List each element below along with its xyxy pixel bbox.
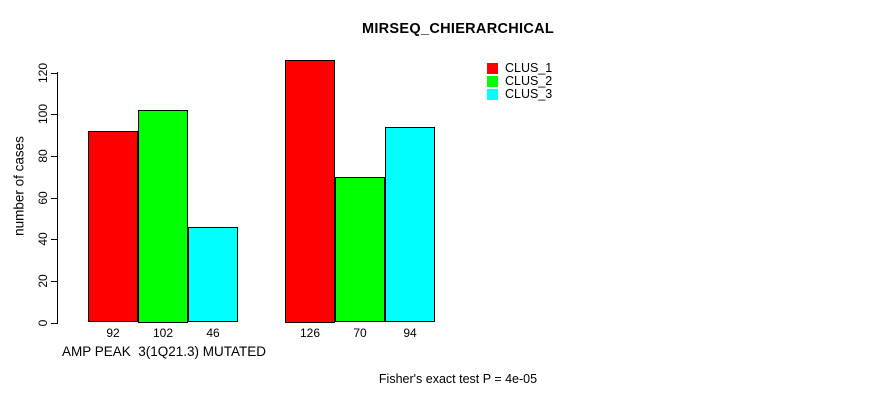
bar-value-label: 126 (299, 326, 321, 340)
bar-value-label: 46 (206, 326, 220, 340)
legend-swatch-icon (487, 63, 498, 74)
bar-value-label: 94 (403, 326, 417, 340)
bar-clus_1-group1 (88, 130, 138, 323)
bar-clus_3-group2 (385, 126, 435, 323)
y-tick-label: 60 (36, 190, 50, 205)
y-tick-label: 100 (36, 104, 50, 125)
bar-value-label: 102 (152, 326, 174, 340)
legend-row-clus_3: CLUS_3 (487, 87, 553, 101)
legend-row-clus_1: CLUS_1 (487, 61, 553, 75)
legend-swatch-icon (487, 89, 498, 100)
legend-swatch-icon (487, 76, 498, 87)
bar-value-label: 92 (106, 326, 120, 340)
legend-row-clus_2: CLUS_2 (487, 74, 553, 88)
y-tick (51, 197, 58, 199)
y-tick (51, 114, 58, 116)
legend-label: CLUS_3 (505, 87, 553, 101)
bar-clus_2-group1 (138, 110, 188, 323)
y-tick-label: 120 (36, 62, 50, 83)
bar-clus_2-group2 (335, 176, 385, 323)
y-tick-label: 40 (36, 232, 50, 246)
stat-annotation: Fisher's exact test P = 4e-05 (378, 372, 538, 386)
chart-title: MIRSEQ_CHIERARCHICAL (361, 21, 555, 37)
y-tick (51, 239, 58, 241)
legend: CLUS_1 CLUS_2 CLUS_3 (487, 61, 553, 102)
y-tick-label: 80 (36, 149, 50, 163)
bar-value-label: 70 (353, 326, 367, 340)
y-tick-label: 20 (36, 274, 50, 288)
legend-label: CLUS_2 (505, 74, 553, 88)
y-tick (51, 72, 58, 74)
bar-clus_1-group2 (285, 60, 335, 323)
y-tick (51, 322, 58, 324)
y-tick (51, 280, 58, 282)
bar-clus_3-group1 (188, 226, 238, 323)
y-tick-label: 0 (36, 319, 50, 326)
y-tick (51, 155, 58, 157)
legend-label: CLUS_1 (505, 61, 553, 75)
x-axis-group-label: AMP PEAK 3(1Q21.3) MUTATED (61, 344, 267, 359)
y-axis-label: number of cases (11, 136, 27, 236)
